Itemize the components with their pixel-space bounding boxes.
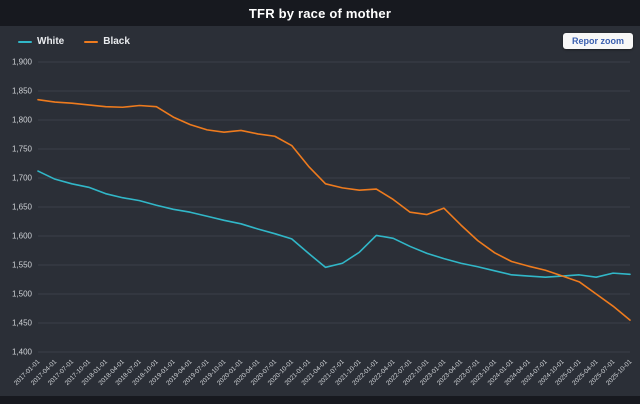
- chart-container: [0, 26, 640, 396]
- y-axis-label: 1,500: [12, 290, 33, 299]
- chart-header: TFR by race of mother: [0, 0, 640, 26]
- legend: White Black: [18, 36, 130, 47]
- bottom-strip: [0, 396, 640, 404]
- legend-marker-icon: [84, 40, 99, 43]
- y-axis-label: 1,750: [12, 145, 33, 154]
- y-axis-label: 1,450: [12, 319, 33, 328]
- reset-zoom-button[interactable]: Repor zoom: [562, 33, 633, 49]
- y-axis-label: 1,550: [12, 261, 33, 270]
- series-line-white[interactable]: [37, 170, 631, 278]
- y-axis-label: 1,850: [12, 87, 33, 96]
- y-axis-label: 1,800: [12, 116, 33, 125]
- y-axis-label: 1,700: [12, 174, 33, 183]
- legend-item-black[interactable]: Black: [84, 36, 130, 47]
- y-axis-label: 1,900: [12, 58, 33, 67]
- y-axis-label: 1,600: [12, 232, 33, 241]
- chart-title: TFR by race of mother: [248, 5, 392, 21]
- legend-item-white[interactable]: White: [18, 36, 64, 47]
- series-line-black[interactable]: [37, 98, 631, 321]
- y-axis-label: 1,400: [12, 348, 33, 357]
- y-axis-label: 1,650: [12, 203, 33, 212]
- legend-label: White: [37, 36, 65, 47]
- legend-label: Black: [103, 36, 130, 47]
- legend-marker-icon: [18, 40, 32, 43]
